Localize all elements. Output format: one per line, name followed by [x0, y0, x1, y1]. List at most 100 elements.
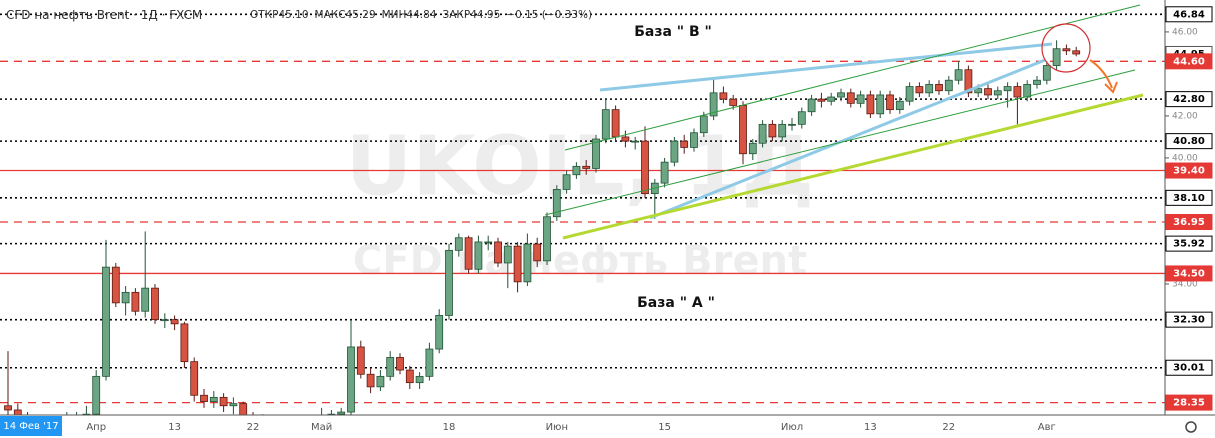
candle-body — [1013, 86, 1022, 98]
axes: 46.0042.0040.0034.0046.8444.9544.6042.80… — [86, 6, 1213, 433]
candle-body — [592, 138, 600, 169]
candle-body — [974, 88, 983, 94]
x-tick-label: 13 — [864, 422, 877, 433]
y-tick-label: 46.00 — [1172, 27, 1198, 37]
watermark: CFD на нефть Brent — [353, 238, 807, 284]
level-label: 44.60 — [1173, 56, 1205, 67]
candle-body — [954, 69, 963, 81]
candle-body — [4, 405, 12, 411]
x-tick-label: 22 — [942, 422, 955, 433]
level-label-box — [1165, 6, 1213, 23]
candle-body — [748, 142, 757, 155]
level-label-box — [1165, 53, 1213, 70]
arrow — [1089, 59, 1113, 89]
candle-body — [141, 287, 150, 312]
candle-body — [160, 319, 169, 322]
settings-icon[interactable] — [1185, 421, 1197, 433]
channel-line — [544, 69, 1136, 216]
candle-body — [425, 348, 434, 377]
candle-body — [964, 69, 973, 94]
x-tick-label: Июн — [546, 422, 568, 433]
ohlc-legend: ОТКР45.10 МАКС45.29 МИН44.84 ЗАКР44.95 −0.15… — [250, 9, 592, 21]
x-tick-label: Май — [311, 422, 332, 433]
candle-body — [690, 132, 698, 148]
candle-body — [1062, 48, 1071, 52]
candle-body — [396, 357, 404, 371]
x-tick-label: Апр — [86, 422, 106, 433]
candle-body — [513, 245, 522, 283]
candle-body — [464, 237, 473, 270]
candle-body — [886, 94, 894, 111]
candle-body — [758, 123, 767, 144]
candle-body — [680, 140, 689, 148]
candle-body — [445, 249, 453, 316]
candle-body — [376, 375, 385, 388]
candle-body — [984, 88, 992, 96]
level-label-box — [1165, 394, 1213, 411]
candle-body — [131, 291, 140, 312]
candle-body — [611, 109, 620, 138]
level-label: 38.10 — [1173, 193, 1205, 204]
candle-body — [876, 94, 885, 115]
candle-body — [454, 237, 463, 251]
candle-body — [562, 174, 571, 190]
level-label-box — [1165, 133, 1213, 150]
candle-body — [788, 123, 796, 126]
candle-body — [111, 266, 120, 304]
settings-button[interactable] — [1185, 421, 1197, 433]
candle-body — [572, 165, 581, 176]
level-label-box — [1165, 265, 1213, 282]
level-label: 39.40 — [1173, 166, 1205, 177]
candle-body — [601, 109, 610, 140]
candle-body — [641, 140, 649, 195]
ohlc-value: ОТКР45.10 — [250, 9, 309, 21]
candle-body — [552, 189, 561, 218]
ohlc-value: ЗАКР44.95 — [443, 9, 501, 21]
x-tick-label: 22 — [247, 422, 260, 433]
candle-body — [533, 243, 542, 262]
candle-body — [543, 216, 551, 262]
candle-body — [209, 396, 218, 402]
level-label: 35.92 — [1173, 239, 1205, 250]
candle-body — [180, 323, 189, 363]
candle-body — [729, 98, 738, 106]
candle-body — [102, 266, 110, 377]
candle-body — [1042, 65, 1051, 81]
candle-body — [1003, 86, 1012, 92]
candle-body — [935, 84, 943, 92]
price-pane: UKOIL, 1Д CFD на нефть Brent База " В " … — [0, 4, 1165, 415]
candle-body — [1023, 84, 1032, 98]
candle-body — [925, 84, 934, 94]
chart-title: CFD на нефть Brent · 1Д · FXCM — [6, 8, 202, 22]
x-tick-label: Авг — [1038, 422, 1056, 433]
level-label-box — [1165, 91, 1213, 108]
annotation: База " А " — [637, 295, 715, 311]
levels — [0, 13, 1165, 404]
candle-body — [121, 291, 130, 304]
candle-body — [13, 409, 22, 415]
candle-body — [386, 357, 395, 377]
candle-body — [719, 92, 728, 100]
level-label: 36.95 — [1173, 217, 1205, 228]
x-tick-label: 18 — [443, 422, 456, 433]
level-label: 40.80 — [1173, 136, 1205, 147]
candle-body — [200, 394, 208, 402]
candle-body — [239, 403, 248, 415]
candle-body — [895, 100, 904, 111]
candle-body — [1033, 79, 1041, 85]
cursor-date: 14 Фев '17 — [3, 421, 58, 432]
candle-body — [484, 241, 493, 244]
candle-body — [739, 105, 747, 155]
candle-body — [347, 346, 355, 413]
candle-body — [709, 92, 718, 117]
candle-body — [837, 92, 845, 98]
candle-body — [817, 98, 826, 102]
candle-body — [366, 373, 375, 388]
candle-body — [356, 346, 365, 375]
candle-body — [523, 243, 532, 283]
candle-body — [866, 94, 875, 115]
ohlc-value: −0.15 (−0.33%) — [506, 9, 592, 21]
candle-body — [944, 79, 953, 92]
trend-line — [599, 42, 1053, 92]
